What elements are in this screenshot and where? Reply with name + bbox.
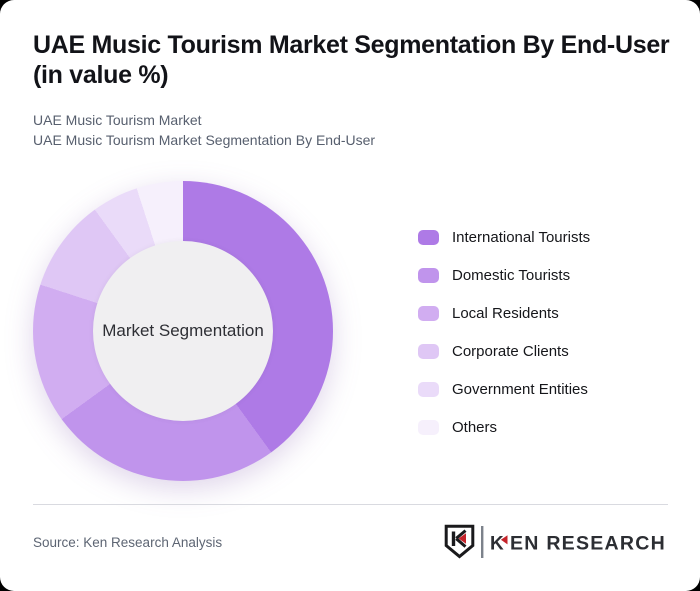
subtitle-line-1: UAE Music Tourism Market: [33, 112, 202, 128]
subtitle-line-2: UAE Music Tourism Market Segmentation By…: [33, 132, 376, 148]
logo-wordmark-red-triangle: [500, 535, 508, 545]
donut-center: Market Segmentation: [93, 241, 273, 421]
source-text: Source: Ken Research Analysis: [33, 534, 223, 550]
logo-divider: [481, 526, 484, 558]
footer-divider: [33, 504, 668, 505]
logo-shield-red-triangle: [458, 533, 466, 544]
legend-label: Domestic Tourists: [452, 266, 571, 284]
legend-label: Others: [452, 418, 498, 436]
logo-shield-icon: [444, 524, 475, 559]
footer: Source: Ken Research Analysis K EN RESEA…: [33, 521, 668, 563]
ken-research-logo: K EN RESEARCH: [444, 524, 666, 559]
page-title: UAE Music Tourism Market Segmentation By…: [33, 31, 670, 89]
legend-swatch: [418, 381, 439, 397]
logo-wordmark-k: K: [490, 534, 505, 555]
legend-swatch: [418, 305, 439, 321]
legend-item: Others: [418, 418, 590, 436]
legend-item: Government Entities: [418, 380, 590, 398]
legend-label: International Tourists: [452, 228, 591, 246]
legend-item: Domestic Tourists: [418, 266, 590, 284]
legend-swatch: [418, 343, 439, 359]
donut-chart: Market Segmentation: [33, 181, 333, 481]
legend-label: Corporate Clients: [452, 342, 569, 360]
legend-label: Government Entities: [452, 380, 588, 398]
donut-ring: Market Segmentation: [33, 181, 333, 481]
legend-label: Local Residents: [452, 304, 559, 322]
chart-legend: International Tourists Domestic Tourists…: [418, 228, 591, 436]
chart-subtitle: UAE Music Tourism Market UAE Music Touri…: [33, 110, 375, 150]
donut-center-label: Market Segmentation: [102, 321, 264, 340]
legend-swatch: [418, 229, 439, 245]
legend-item: Corporate Clients: [418, 342, 590, 360]
legend-item: International Tourists: [418, 228, 591, 246]
logo-wordmark-text: EN RESEARCH: [510, 534, 666, 555]
legend-item: Local Residents: [418, 304, 590, 322]
legend-swatch: [418, 419, 439, 435]
legend-swatch: [418, 267, 439, 283]
